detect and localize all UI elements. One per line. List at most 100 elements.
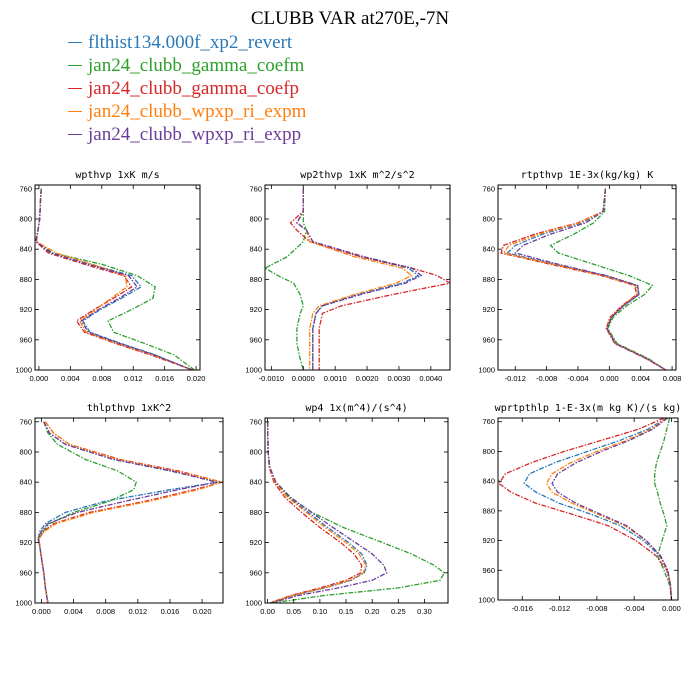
series-group [35, 188, 195, 370]
panel-title: wpthvp 1xK m/s [75, 170, 159, 181]
series-line [500, 188, 667, 370]
y-tick-label: 840 [249, 245, 262, 254]
y-tick-label: 920 [19, 305, 32, 314]
legend-label: jan24_clubb_gamma_coefm [88, 54, 305, 76]
series-line [37, 421, 217, 603]
panel-title: wprtpthlp 1-E-3x(m kg K)/(s kg) [495, 403, 682, 414]
y-tick-label: 800 [19, 447, 32, 456]
x-tick-label: 0.008 [96, 607, 115, 616]
y-tick-label: 880 [249, 508, 262, 517]
series-line [35, 188, 193, 370]
y-tick-label: 840 [482, 477, 495, 486]
series-line [506, 188, 667, 370]
x-tick-label: 0.020 [193, 607, 212, 616]
panel-title: wp4 1x(m^4)/(s^4) [305, 403, 407, 414]
series-line [35, 188, 193, 370]
legend: flthist134.000f_xp2_revert jan24_clubb_g… [68, 31, 306, 146]
y-tick-label: 800 [249, 447, 262, 456]
series-group [37, 421, 223, 603]
y-tick-label: 920 [482, 305, 495, 314]
x-tick-label: 0.004 [61, 374, 80, 383]
y-tick-label: 1000 [478, 596, 495, 605]
x-tick-label: -0.012 [505, 374, 526, 383]
x-tick-label: 0.15 [339, 607, 354, 616]
y-tick-label: 840 [482, 245, 495, 254]
x-tick-label: 0.016 [161, 607, 180, 616]
y-tick-label: 920 [19, 538, 32, 547]
x-tick-label: 0.008 [92, 374, 111, 383]
y-tick-label: 760 [482, 417, 495, 426]
y-tick-label: 800 [249, 214, 262, 223]
series-line [265, 188, 308, 370]
series-line [266, 421, 363, 603]
legend-item: jan24_clubb_gamma_coefm [68, 54, 306, 77]
legend-swatch [68, 65, 82, 66]
chart-panel: rtpthvp 1E-3x(kg/kg) K 760 800 840 880 920 960… [478, 170, 681, 383]
series-line [523, 418, 673, 600]
legend-swatch [68, 42, 82, 43]
y-tick-label: 920 [482, 536, 495, 545]
y-tick-label: 840 [249, 478, 262, 487]
series-line [35, 188, 195, 370]
y-tick-label: 960 [249, 335, 262, 344]
y-tick-label: 840 [19, 245, 32, 254]
x-tick-label: 0.00 [260, 607, 275, 616]
y-tick-label: 760 [19, 417, 32, 426]
panel-title: thlpthvp 1xK^2 [87, 403, 171, 414]
y-tick-label: 760 [482, 184, 495, 193]
x-tick-label: 0.004 [631, 374, 650, 383]
x-tick-label: -0.004 [567, 374, 588, 383]
x-tick-label: 0.0040 [419, 374, 442, 383]
legend-label: jan24_clubb_wpxp_ri_expm [88, 100, 307, 122]
y-tick-label: 800 [482, 214, 495, 223]
x-tick-label: 0.004 [64, 607, 83, 616]
series-line [549, 188, 667, 370]
x-tick-label: 0.016 [155, 374, 174, 383]
x-tick-label: -0.0010 [259, 374, 284, 383]
y-tick-label: 800 [482, 447, 495, 456]
x-tick-label: 0.25 [391, 607, 406, 616]
x-tick-label: 0.10 [313, 607, 328, 616]
series-line [38, 421, 223, 603]
legend-swatch [68, 134, 82, 135]
y-tick-label: 880 [249, 275, 262, 284]
x-tick-label: 0.000 [600, 374, 619, 383]
series-line [35, 188, 194, 370]
y-tick-label: 960 [249, 568, 262, 577]
y-tick-label: 760 [249, 417, 262, 426]
y-tick-label: 880 [482, 506, 495, 515]
series-line [654, 418, 673, 600]
plot-frame [264, 184, 451, 371]
x-tick-label: -0.008 [536, 374, 557, 383]
series-line [498, 418, 673, 600]
x-tick-label: -0.016 [512, 604, 533, 613]
y-tick-label: 880 [482, 275, 495, 284]
series-line [266, 421, 368, 603]
legend-swatch [68, 111, 82, 112]
y-tick-label: 880 [19, 508, 32, 517]
y-tick-label: 760 [19, 184, 32, 193]
series-line [502, 188, 667, 370]
series-group [498, 418, 673, 600]
panel-title: wp2thvp 1xK m^2/s^2 [300, 170, 414, 181]
x-tick-label: 0.0020 [356, 374, 379, 383]
x-tick-label: 0.0010 [324, 374, 347, 383]
series-line [514, 188, 667, 370]
plot-frame [34, 417, 224, 604]
y-tick-label: 1000 [15, 599, 32, 608]
y-tick-label: 960 [19, 335, 32, 344]
x-tick-label: 0.05 [286, 607, 301, 616]
x-tick-label: -0.008 [586, 604, 607, 613]
series-line [37, 421, 137, 603]
series-line [551, 418, 673, 600]
x-tick-label: 0.0030 [387, 374, 410, 383]
y-tick-label: 960 [19, 568, 32, 577]
chart-panel: wp4 1x(m^4)/(s^4)76080084088092096010000… [245, 403, 449, 616]
x-tick-label: 0.000 [32, 607, 51, 616]
legend-item: jan24_clubb_gamma_coefp [68, 77, 306, 100]
y-tick-label: 800 [19, 214, 32, 223]
series-line [545, 418, 673, 600]
x-tick-label: 0.0000 [292, 374, 315, 383]
series-line [266, 421, 367, 603]
